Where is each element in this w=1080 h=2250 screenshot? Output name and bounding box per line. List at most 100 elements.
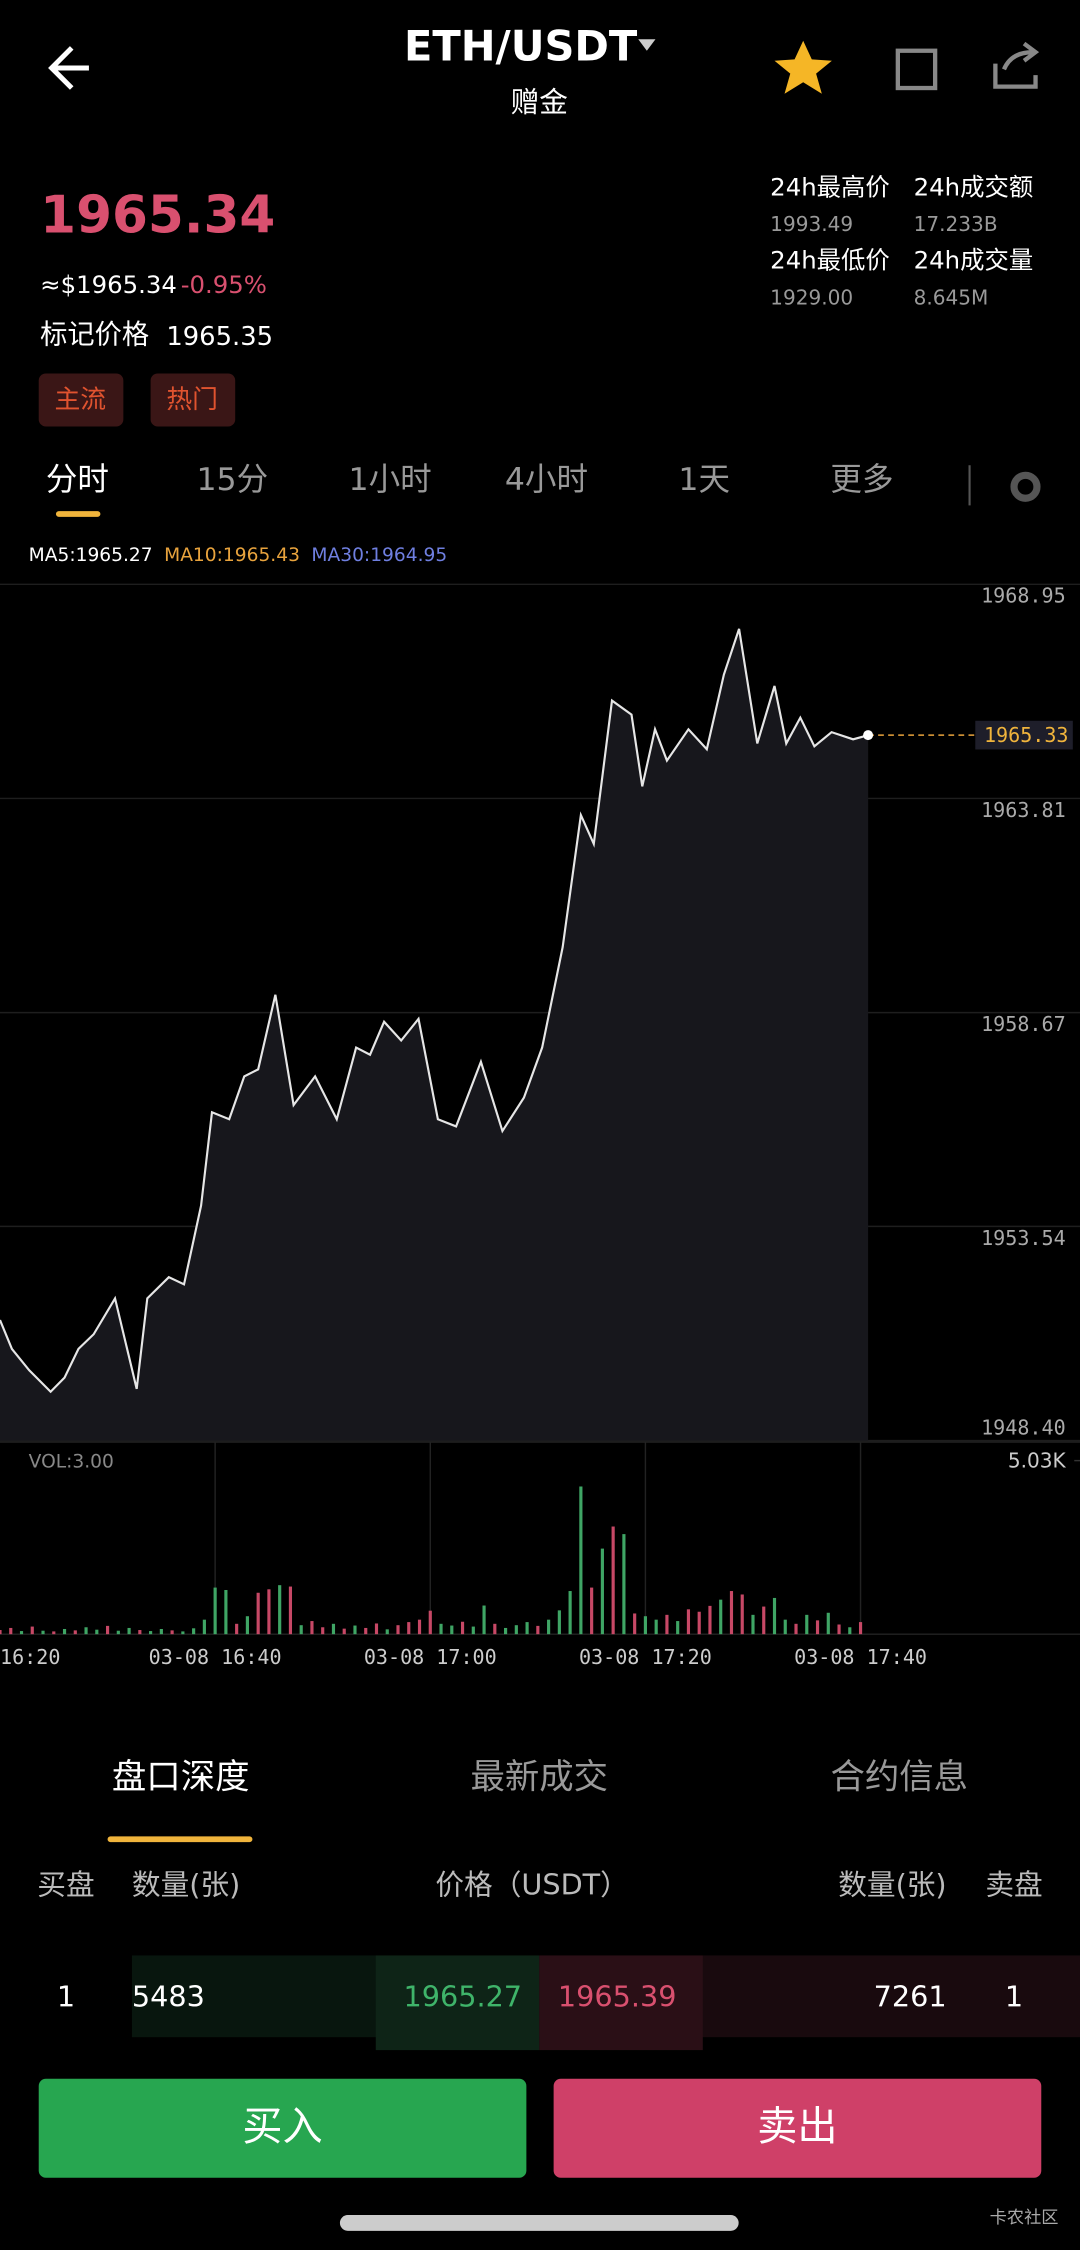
volume-bar	[353, 1625, 357, 1635]
column-header: 价格（USDT）	[435, 1868, 628, 1902]
stat-value: 1993.49	[770, 212, 853, 236]
volume-bar	[654, 1619, 658, 1635]
volume-bar	[493, 1623, 497, 1635]
sell-label[interactable]: 卖出	[757, 2104, 837, 2150]
volume-bar	[471, 1626, 475, 1635]
volume-bar	[181, 1631, 185, 1635]
order-cell: 1965.39	[558, 1979, 677, 2013]
volume-bar	[686, 1609, 691, 1635]
volume-bar	[138, 1630, 142, 1635]
volume-bar	[116, 1630, 120, 1635]
volume-bar	[729, 1591, 734, 1635]
volume-bar	[439, 1623, 443, 1635]
volume-bar	[170, 1630, 174, 1635]
volume-bar	[0, 1630, 2, 1635]
volume-bar	[557, 1610, 561, 1635]
last-price-tag	[975, 720, 1073, 750]
volume-bar	[267, 1589, 271, 1635]
ma-label: MA5:1965.27	[29, 545, 153, 566]
volume-bar	[514, 1625, 518, 1635]
volume-bar	[504, 1627, 508, 1635]
back-button[interactable]	[48, 46, 89, 90]
volume-bar	[396, 1625, 400, 1635]
volume-bar	[450, 1625, 454, 1635]
column-header: 卖盘	[985, 1868, 1042, 1902]
panel-tab[interactable]: 合约信息	[830, 1758, 968, 1798]
volume-bar	[622, 1534, 626, 1635]
volume-bar	[719, 1599, 723, 1635]
volume-bar	[643, 1616, 647, 1635]
interval-tabs: 分时 15分 1小时 4小时 1天 更多	[46, 462, 894, 498]
favorite-icon[interactable]	[774, 40, 832, 94]
volume-bar	[299, 1625, 303, 1635]
stat-value: 8.645M	[914, 285, 989, 309]
fullscreen-icon[interactable]	[895, 48, 938, 91]
interval-tab[interactable]: 15分	[196, 462, 268, 498]
volume-bar	[41, 1630, 45, 1635]
mark-label: 标记价格	[40, 320, 149, 351]
volume-bar	[73, 1630, 77, 1635]
bid-depth	[375, 1955, 540, 2051]
dropdown-icon[interactable]	[638, 39, 656, 51]
interval-tab[interactable]: 更多	[830, 462, 893, 498]
volume-bar	[62, 1628, 67, 1635]
volume-bar	[331, 1623, 336, 1635]
settings-icon[interactable]	[1010, 471, 1041, 502]
volume-bar	[547, 1619, 551, 1635]
volume-bar	[149, 1631, 153, 1635]
interval-tab[interactable]: 1小时	[349, 462, 432, 498]
volume-bar	[213, 1587, 217, 1635]
buy-button[interactable]	[38, 2078, 527, 2178]
stat-label: 24h最高价	[770, 172, 890, 201]
share-icon[interactable]	[993, 41, 1040, 89]
volume-bar	[805, 1614, 809, 1635]
volume-bar	[52, 1631, 56, 1635]
price-chart: MA5:1965.27 MA10:1965.43 MA30:1964.95 1948.…	[0, 545, 1080, 1442]
volume-bar	[278, 1585, 282, 1635]
volume-bar	[245, 1616, 249, 1635]
volume-bar	[224, 1590, 228, 1635]
sell-button[interactable]	[553, 2078, 1042, 2178]
volume-bar	[407, 1622, 411, 1635]
ma-label: MA30:1964.95	[311, 545, 447, 566]
column-header: 数量(张)	[838, 1868, 946, 1902]
order-cell: 1	[57, 1979, 75, 2013]
volume-bar	[342, 1628, 346, 1635]
home-indicator	[339, 2215, 739, 2231]
y-tick-label: 1958.67	[981, 1012, 1066, 1036]
volume-bar	[772, 1597, 777, 1635]
interval-tab[interactable]: 分时	[46, 462, 109, 498]
y-tick-label: 1948.40	[981, 1416, 1066, 1440]
tag: 主流	[55, 385, 107, 415]
volume-bar	[794, 1623, 798, 1635]
volume-bar	[525, 1622, 529, 1635]
stat-label: 24h成交量	[914, 246, 1034, 275]
pair-title[interactable]: ETH/USDT	[404, 21, 638, 70]
panel-tab[interactable]: 盘口深度	[112, 1758, 250, 1798]
order-cell: 1965.27	[403, 1979, 522, 2013]
interval-tab[interactable]: 4小时	[505, 462, 588, 498]
volume-bar	[697, 1611, 701, 1635]
y-tick-label: 1953.54	[981, 1226, 1066, 1250]
order-cell: 7261	[874, 1979, 947, 2013]
volume-bar	[600, 1548, 604, 1635]
volume-bar	[127, 1627, 131, 1635]
volume-bar	[192, 1628, 196, 1635]
volume-bar	[310, 1621, 314, 1635]
buy-label[interactable]: 买入	[242, 2104, 322, 2150]
interval-tab[interactable]: 1天	[678, 462, 730, 498]
volume-chart: VOL:3.00 5.03K 16:20 03-08 16:40 03-08 17:00…	[0, 1441, 1080, 1669]
price-area	[0, 628, 869, 1441]
y-tick-label: 1968.95	[981, 584, 1066, 608]
volume-bar	[460, 1621, 465, 1635]
panel-tab-indicator	[107, 1836, 253, 1843]
volume-bar	[536, 1625, 540, 1635]
stat-label: 24h最低价	[770, 246, 890, 275]
volume-bar	[321, 1627, 325, 1635]
panel-tab[interactable]: 最新成交	[470, 1758, 608, 1798]
volume-bar	[740, 1594, 744, 1635]
order-cell: 1	[1005, 1979, 1023, 2013]
volume-bar	[837, 1624, 841, 1635]
x-tick-label: 03-08 16:40	[149, 1645, 282, 1669]
